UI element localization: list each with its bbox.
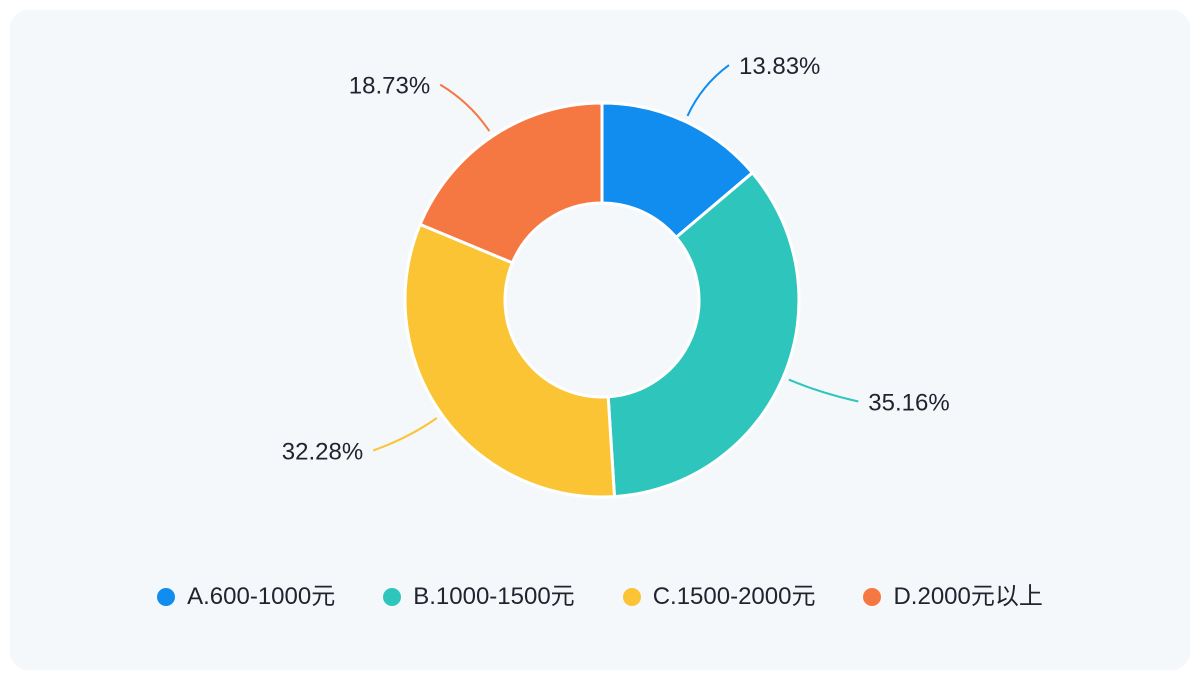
pie-slice-b[interactable] (606, 171, 801, 499)
legend-dot-a-icon (157, 588, 176, 606)
legend: A.600-1000元 B.1000-1500元 C.1500-2000元 D.… (0, 585, 1200, 609)
legend-dot-d-icon (863, 588, 882, 606)
donut-slices (403, 101, 801, 499)
legend-label-b: B.1000-1500元 (413, 583, 575, 610)
legend-dot-b-icon (383, 588, 402, 606)
legend-item-d[interactable]: D.2000元以上 (863, 583, 1043, 610)
leader-line-d (439, 83, 491, 132)
legend-label-a: A.600-1000元 (187, 583, 336, 610)
leader-line-b (788, 378, 859, 403)
legend-label-d: D.2000元以上 (893, 583, 1043, 610)
legend-item-b[interactable]: B.1000-1500元 (383, 583, 575, 610)
leader-line-c (372, 417, 438, 452)
slice-label-a: 13.83% (739, 53, 820, 80)
legend-item-a[interactable]: A.600-1000元 (157, 585, 335, 609)
pie-slice-c[interactable] (403, 222, 616, 499)
slice-label-b: 35.16% (868, 390, 949, 417)
legend-item-c[interactable]: C.1500-2000元 (622, 583, 816, 610)
pie-slice-d[interactable] (418, 101, 604, 265)
slice-label-d: 18.73% (349, 73, 430, 100)
label-leader-lines (372, 64, 859, 452)
slice-label-c: 32.28% (282, 439, 363, 466)
slice-percent-labels: 13.83% 35.16% 32.28% 18.73% (282, 53, 950, 465)
legend-label-c: C.1500-2000元 (652, 583, 816, 610)
leader-line-a (686, 64, 730, 117)
legend-dot-c-icon (622, 588, 641, 606)
